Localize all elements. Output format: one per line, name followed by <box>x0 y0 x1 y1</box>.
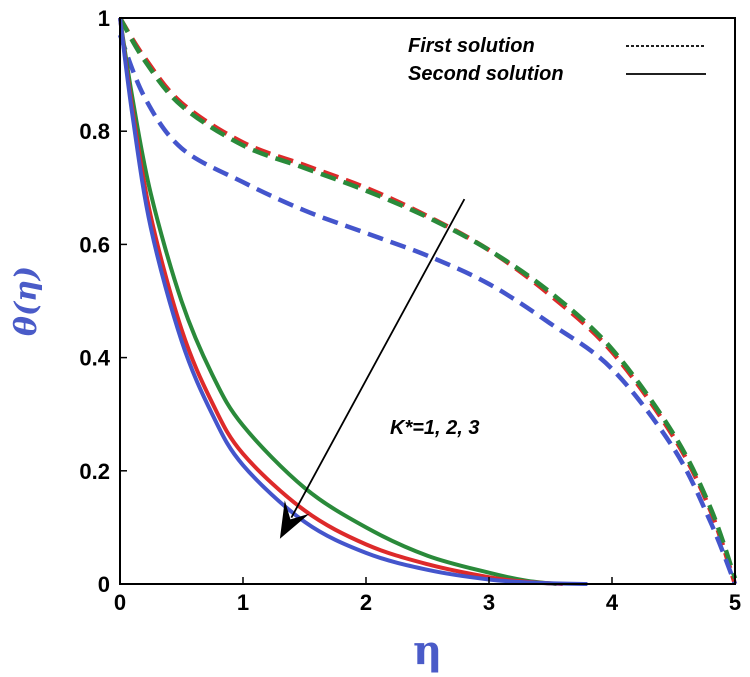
annotation: K*=1, 2, 3 <box>279 198 480 539</box>
y-tick-label: 0.4 <box>79 346 110 371</box>
first-solution-line-0 <box>118 16 738 585</box>
x-tick-label: 5 <box>729 590 741 615</box>
legend-label-second-solution: Second solution <box>408 63 564 85</box>
y-tick-label: 0 <box>98 572 110 597</box>
x-axis-label: η <box>413 627 442 674</box>
x-tick-label: 0 <box>114 590 126 615</box>
x-tick-label: 3 <box>483 590 495 615</box>
second-solution-line-3 <box>118 17 557 586</box>
y-axis-label: θ(η) <box>9 266 44 336</box>
k-star-arrow-head <box>279 500 310 539</box>
legend-label-first-solution: First solution <box>408 35 535 57</box>
y-tick-label: 0.2 <box>79 459 110 484</box>
second-solution-line-4 <box>118 17 563 586</box>
y-tick-label: 0.8 <box>79 119 110 144</box>
x-tick-label: 4 <box>606 590 619 615</box>
k-star-label: K*=1, 2, 3 <box>390 417 480 439</box>
first-solution-line-2 <box>117 34 738 585</box>
x-tick-label: 2 <box>360 590 372 615</box>
y-tick-label: 1 <box>98 6 110 31</box>
ticks-layer: 0 1 2 3 4 5 0 0.2 0.4 0.6 0.8 1 <box>79 6 741 615</box>
x-tick-label: 1 <box>237 590 249 615</box>
first-solution-line-1 <box>118 16 738 580</box>
second-solution-line-5 <box>118 17 588 586</box>
plot-frame <box>119 17 736 585</box>
legend: First solution Second solution <box>408 35 706 85</box>
y-tick-label: 0.6 <box>79 232 110 257</box>
k-star-arrow <box>290 198 466 519</box>
series-layer <box>117 16 738 586</box>
